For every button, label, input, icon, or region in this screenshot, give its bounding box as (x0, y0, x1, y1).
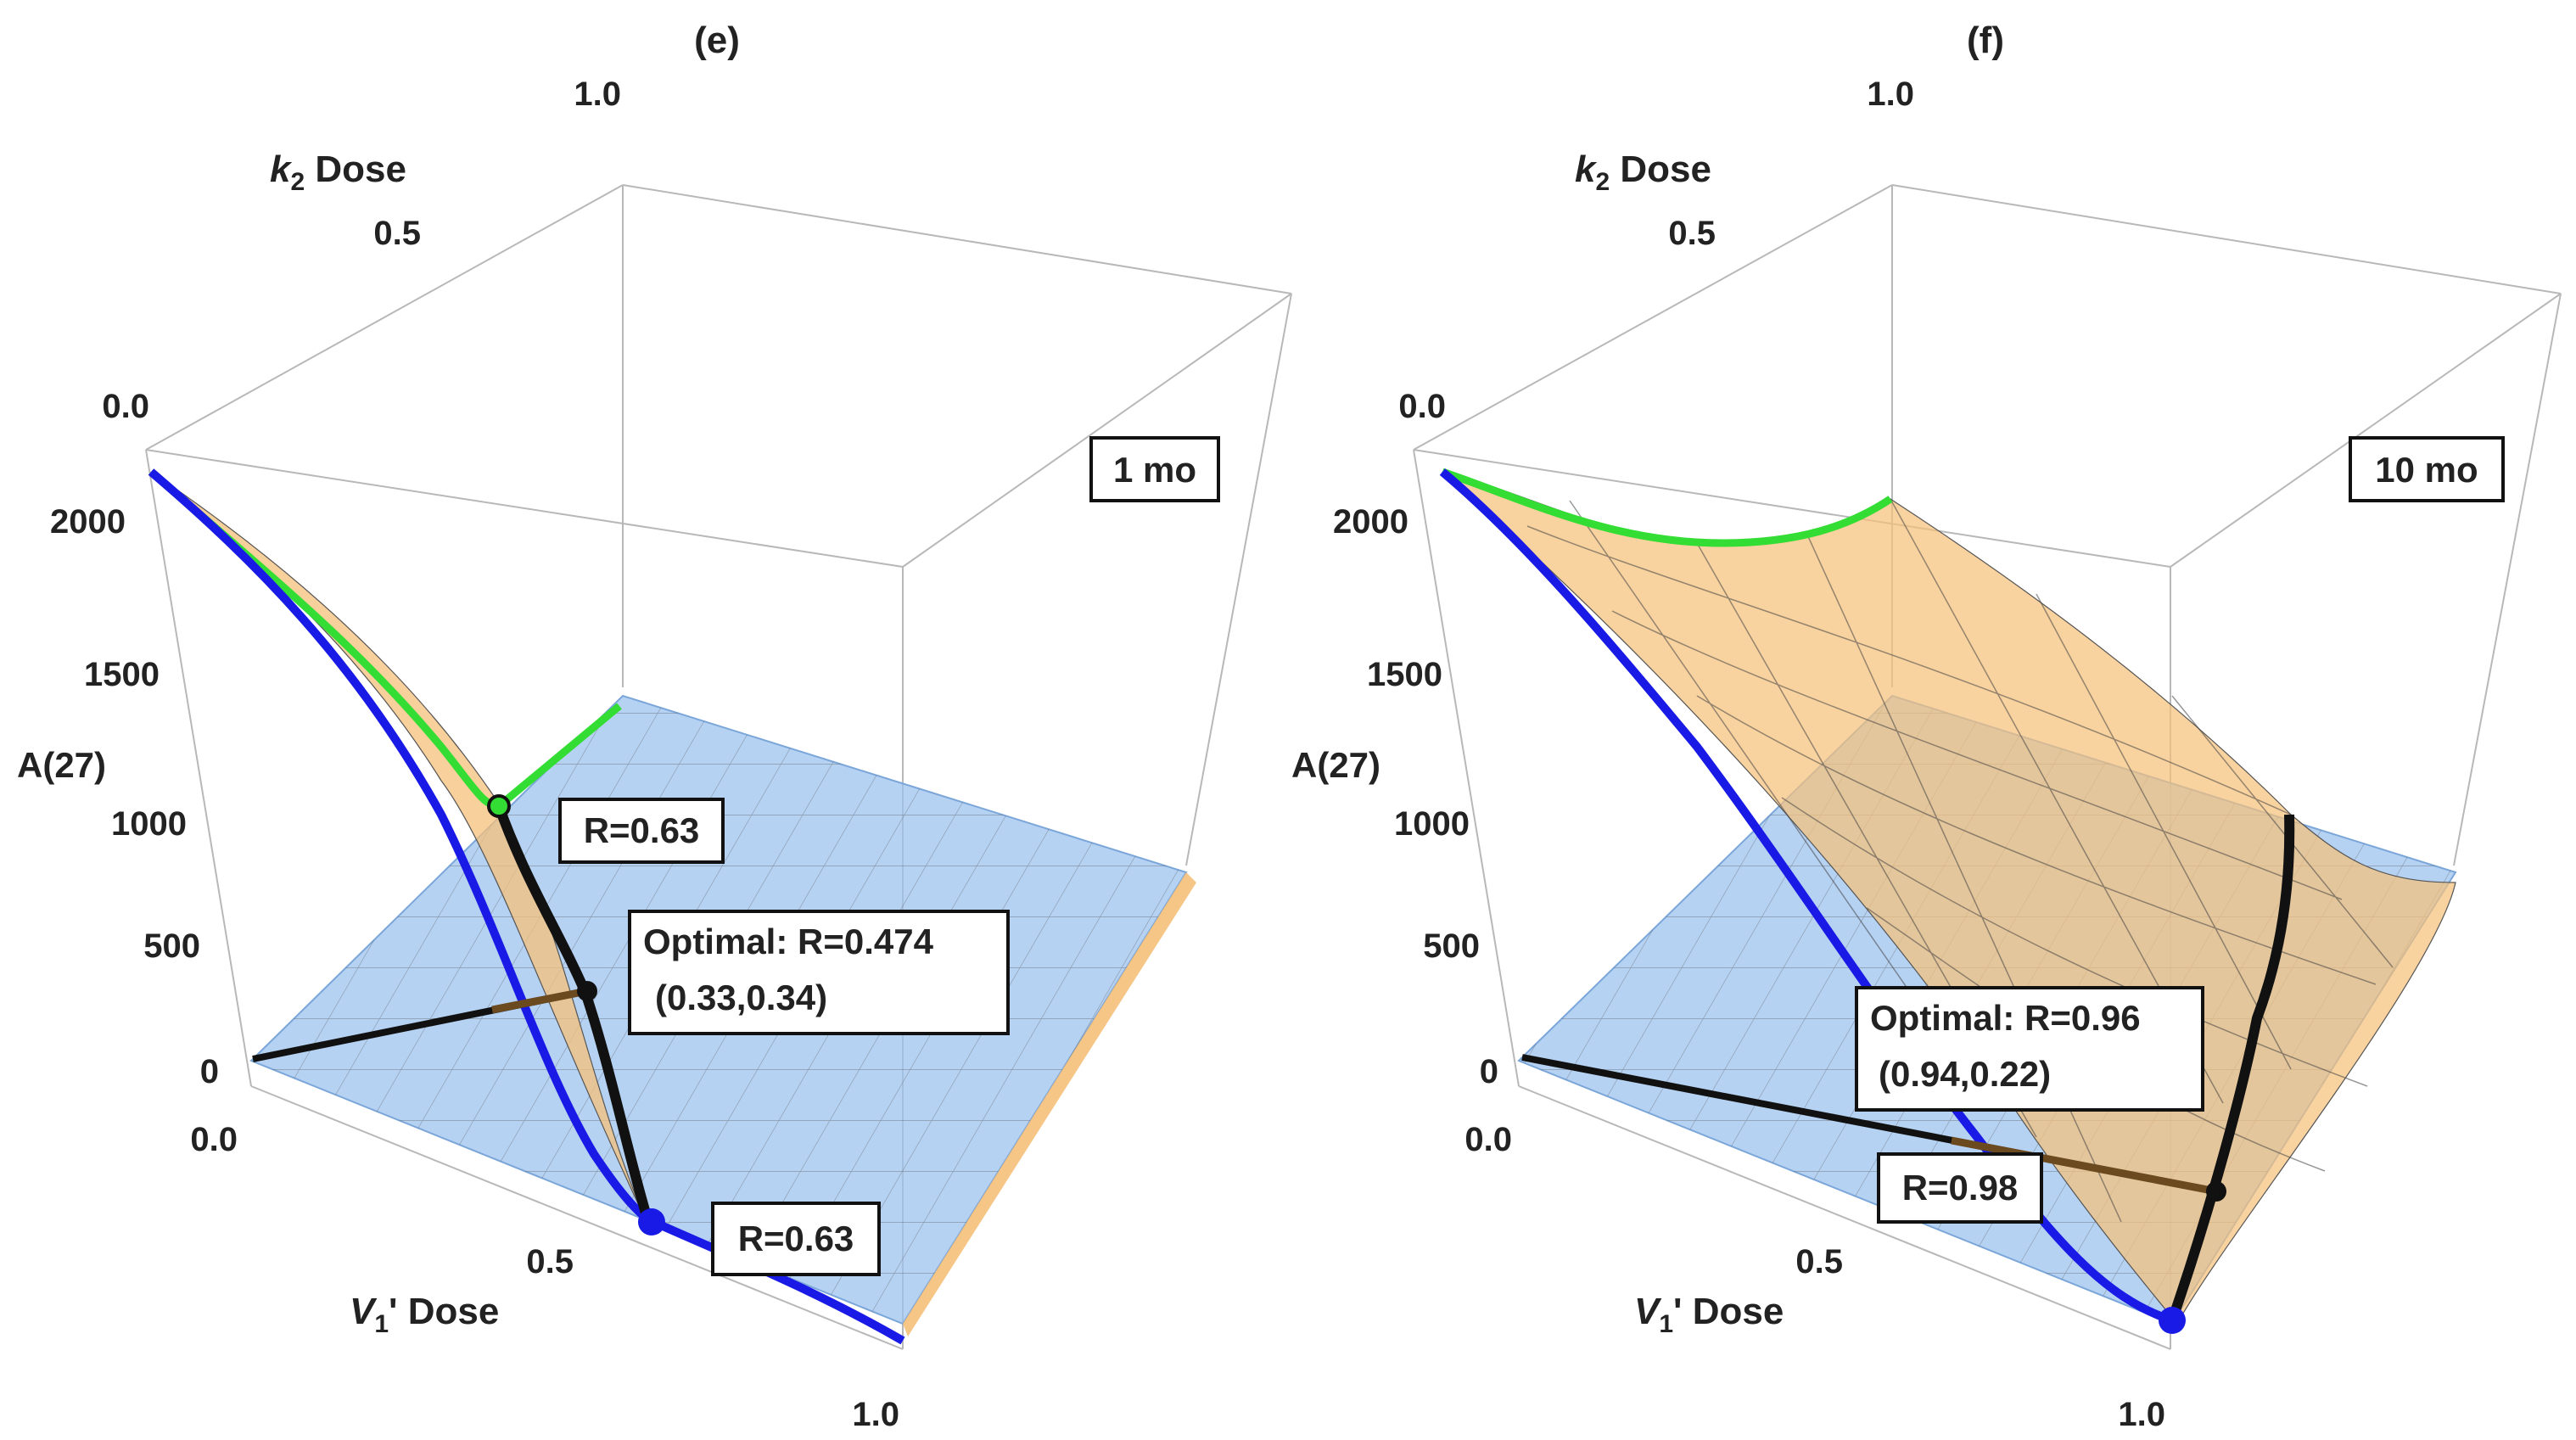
panel-e-blue-point (638, 1208, 665, 1235)
panel-f: (f) 2000 1500 1000 500 0 A(27) 0 (1291, 20, 2562, 1433)
panel-e-x-label: V1' Dose (350, 1291, 499, 1338)
svg-text:R=0.63: R=0.63 (584, 810, 700, 850)
panel-f-z-tick-2000: 2000 (1333, 503, 1408, 541)
svg-text:1 mo: 1 mo (1113, 450, 1196, 490)
panel-f-time-box: 10 mo (2349, 436, 2505, 502)
panel-f-x-tick-1: 1.0 (2118, 1396, 2165, 1433)
panel-f-z-tick-1500: 1500 (1367, 656, 1442, 693)
panel-e-y-label: k2 Dose (270, 148, 406, 196)
panel-e-optimal-box: Optimal: R=0.474 (0.33,0.34) (628, 910, 1010, 1035)
panel-e-x-tick-05: 0.5 (526, 1243, 574, 1280)
panel-f-x-tick-0: 0.0 (1464, 1121, 1512, 1158)
panel-f-projection-line-shadow (1951, 1136, 2217, 1196)
svg-text:(0.33,0.34): (0.33,0.34) (655, 978, 827, 1017)
panel-f-optimal-box: Optimal: R=0.96 (0.94,0.22) (1855, 986, 2204, 1112)
panel-e-x-tick-1: 1.0 (852, 1396, 899, 1433)
panel-e-box (145, 184, 1292, 1350)
svg-text:Optimal: R=0.474: Optimal: R=0.474 (643, 922, 934, 961)
panel-e-z-tick-1500: 1500 (84, 656, 160, 693)
panel-e-title: (e) (694, 20, 740, 61)
panel-f-black-curve (2167, 814, 2295, 1322)
panel-e: (e) 200 (17, 20, 1292, 1433)
panel-e-z-label: A(27) (17, 745, 106, 785)
panel-e-z-tick-2000: 2000 (50, 503, 126, 541)
panel-f-x-label: V1' Dose (1634, 1291, 1784, 1338)
panel-f-z-tick-0: 0 (1480, 1053, 1498, 1090)
panel-e-optimal-point (577, 981, 597, 1001)
svg-text:(0.94,0.22): (0.94,0.22) (1879, 1054, 2051, 1094)
svg-text:R=0.63: R=0.63 (738, 1219, 854, 1258)
panel-f-z-tick-500: 500 (1423, 927, 1480, 965)
svg-text:10 mo: 10 mo (2375, 450, 2478, 490)
panel-f-y-label: k2 Dose (1575, 148, 1711, 196)
panel-f-r-top-box: R=0.98 (1877, 1152, 2043, 1224)
panel-e-x-tick-0: 0.0 (190, 1121, 238, 1158)
panel-e-time-box: 1 mo (1089, 436, 1220, 502)
svg-text:Optimal: R=0.96: Optimal: R=0.96 (1870, 998, 2141, 1038)
panel-f-y-tick-05: 0.5 (1668, 215, 1716, 252)
panel-e-y-tick-05: 0.5 (373, 215, 421, 252)
panel-e-projection-line-shadow (491, 987, 588, 1014)
panel-f-x-tick-05: 0.5 (1795, 1243, 1843, 1280)
panel-f-optimal-point (2206, 1181, 2226, 1202)
svg-text:R=0.98: R=0.98 (1902, 1168, 2019, 1207)
panel-f-y-tick-0: 0.0 (1398, 388, 1446, 425)
panel-e-r-bottom-box: R=0.63 (711, 1202, 881, 1276)
panel-f-green-curve (1441, 468, 1893, 547)
panel-f-title: (f) (1967, 20, 2004, 61)
panel-e-surface-rim (903, 872, 1196, 1336)
panel-f-z-label: A(27) (1291, 745, 1380, 785)
panel-e-r-top-box: R=0.63 (558, 798, 725, 864)
panel-e-z-tick-0: 0 (200, 1053, 219, 1090)
panel-f-blue-point (2159, 1307, 2186, 1334)
panel-e-z-tick-1000: 1000 (111, 805, 187, 843)
panel-e-y-tick-1: 1.0 (574, 76, 621, 113)
panel-f-blue-curve (1439, 468, 2174, 1325)
panel-e-z-tick-500: 500 (143, 927, 200, 965)
panel-f-y-tick-1: 1.0 (1867, 76, 1914, 113)
panel-e-y-tick-0: 0.0 (102, 388, 149, 425)
panel-f-z-tick-1000: 1000 (1394, 805, 1470, 843)
panel-e-green-point (487, 794, 511, 818)
